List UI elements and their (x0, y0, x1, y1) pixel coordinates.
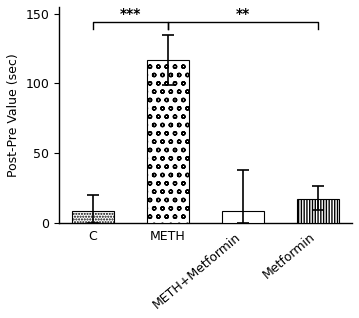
Text: **: ** (236, 7, 250, 21)
Y-axis label: Post-Pre Value (sec): Post-Pre Value (sec) (7, 53, 20, 176)
Bar (298, 199, 339, 223)
Bar (148, 60, 189, 223)
Text: ***: *** (120, 7, 141, 21)
Bar (223, 211, 264, 223)
Bar (73, 211, 114, 223)
